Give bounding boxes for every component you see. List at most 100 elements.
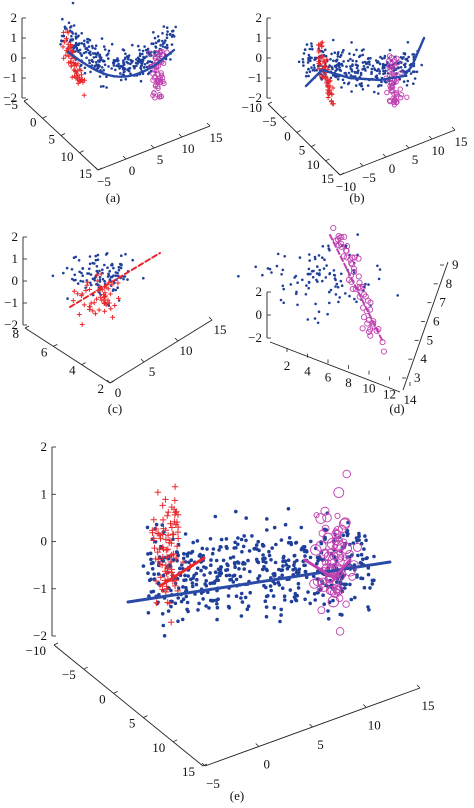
left-tick	[113, 691, 118, 694]
data-point-circle	[324, 559, 332, 566]
data-point	[195, 566, 200, 570]
data-point	[347, 71, 351, 75]
principal-curve	[66, 48, 176, 78]
data-point-plus	[167, 520, 174, 527]
data-point	[379, 55, 382, 59]
data-point-plus	[83, 288, 89, 293]
data-point	[214, 558, 219, 563]
data-point	[289, 599, 294, 604]
data-point	[110, 67, 113, 70]
data-point	[279, 613, 283, 617]
data-point-circle	[398, 92, 405, 98]
data-point	[77, 259, 81, 262]
data-point	[303, 597, 307, 602]
data-point	[94, 254, 97, 258]
data-point-plus	[62, 39, 67, 45]
data-point	[219, 565, 223, 569]
data-point	[92, 56, 96, 59]
right-tick-label: 10	[180, 343, 193, 358]
data-point	[303, 569, 308, 574]
data-point	[65, 266, 69, 270]
data-point	[271, 594, 276, 598]
data-point-circle	[331, 537, 340, 546]
data-point	[166, 46, 169, 49]
data-point	[204, 604, 208, 608]
data-point	[366, 65, 370, 69]
data-point	[178, 566, 182, 571]
data-point	[366, 566, 371, 570]
data-point	[79, 52, 82, 55]
data-point	[307, 53, 311, 57]
data-point	[263, 599, 268, 603]
right-tick-label: 10	[182, 141, 195, 156]
data-point	[292, 595, 297, 599]
data-point	[353, 297, 356, 301]
data-point	[91, 277, 95, 281]
data-point	[411, 70, 415, 73]
data-point-circle	[367, 332, 374, 339]
data-point	[88, 59, 91, 62]
data-point	[102, 85, 105, 88]
data-point	[368, 586, 372, 590]
data-point	[114, 288, 118, 292]
data-point	[233, 562, 237, 566]
left-tick-label: 2	[284, 358, 291, 373]
data-point-plus	[324, 57, 330, 63]
data-point	[143, 45, 146, 48]
data-point	[208, 537, 213, 541]
data-point	[144, 48, 148, 52]
data-point	[380, 80, 383, 84]
data-point	[142, 66, 146, 69]
data-point	[145, 525, 150, 530]
data-point-plus	[163, 546, 170, 554]
data-point	[119, 78, 123, 82]
data-point	[112, 288, 115, 291]
data-point-circle	[157, 93, 163, 100]
data-point	[217, 548, 221, 552]
data-point	[328, 64, 331, 67]
data-point-circle	[150, 71, 156, 77]
data-point	[239, 614, 244, 618]
right-tick-label: 8	[446, 276, 453, 291]
data-point	[94, 60, 98, 64]
data-point	[279, 298, 283, 302]
data-point	[321, 50, 325, 54]
data-point-circle	[384, 89, 390, 96]
data-point	[328, 301, 331, 305]
data-point	[262, 564, 266, 569]
data-point	[334, 65, 338, 69]
data-point	[365, 556, 369, 560]
data-point	[336, 78, 340, 81]
data-point-plus	[329, 101, 335, 107]
right-tick	[336, 171, 341, 176]
data-point-plus	[167, 558, 175, 566]
data-point	[119, 72, 122, 75]
data-point	[245, 607, 250, 611]
data-point	[83, 71, 87, 75]
data-point	[203, 582, 207, 586]
data-point	[305, 71, 309, 74]
data-point-plus	[172, 554, 180, 562]
data-point	[244, 516, 248, 520]
data-point	[329, 288, 333, 292]
data-point	[274, 542, 278, 547]
data-point-circle	[153, 82, 159, 88]
data-point	[396, 294, 400, 297]
data-point-plus	[69, 63, 74, 69]
data-point	[378, 62, 382, 66]
data-point	[161, 42, 165, 45]
data-point	[373, 67, 376, 70]
data-point-circle	[367, 299, 374, 306]
data-point	[76, 49, 79, 53]
data-point	[231, 555, 236, 559]
data-point	[384, 69, 387, 73]
data-point-circle	[391, 102, 398, 108]
data-point	[232, 573, 237, 578]
data-point	[317, 310, 321, 314]
data-point	[260, 542, 265, 547]
data-point	[157, 592, 161, 597]
data-point	[137, 57, 141, 61]
data-point	[157, 39, 161, 42]
